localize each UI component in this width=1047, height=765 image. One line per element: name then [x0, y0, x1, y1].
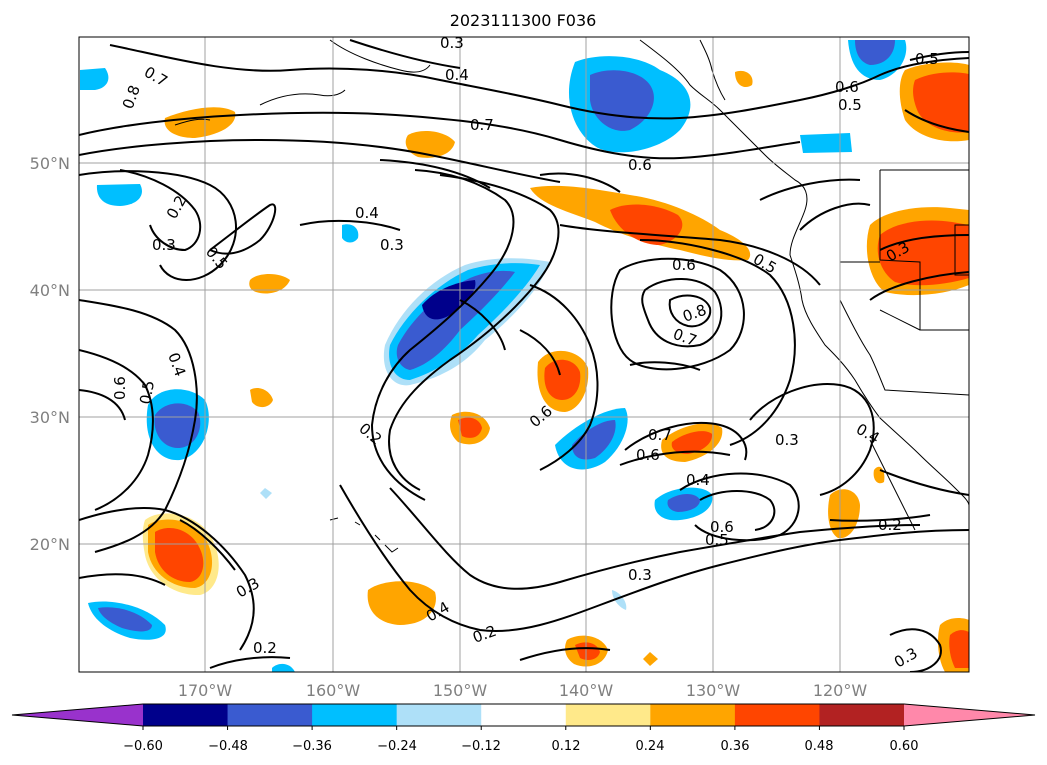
- map-frame: [78, 36, 970, 673]
- colorbar-extend-min: [12, 704, 143, 726]
- colorbar-tick-label: −0.12: [461, 739, 501, 754]
- contour-label: 0.7: [648, 426, 672, 444]
- colorbar-segment: [312, 704, 398, 726]
- colorbar: −0.60 −0.48 −0.36 −0.24 −0.12 0.12 0.24 …: [11, 703, 1036, 754]
- lat-label-40n: 40°N: [30, 281, 70, 300]
- colorbar-segment: [565, 704, 651, 726]
- colorbar-tick-labels: −0.60 −0.48 −0.36 −0.24 −0.12 0.12 0.24 …: [123, 739, 918, 754]
- colorbar-tick-label: −0.36: [292, 739, 332, 754]
- longitude-labels: 170°W 160°W 150°W 140°W 130°W 120°W: [178, 681, 868, 700]
- contour-label: 0.4: [355, 204, 379, 222]
- contour-label: 0.4: [445, 66, 469, 84]
- contour-lines: [79, 39, 969, 672]
- contour-label: 0.3: [380, 236, 404, 254]
- colorbar-ticks: [142, 726, 905, 730]
- colorbar-tick-label: −0.60: [123, 739, 163, 754]
- lat-label-50n: 50°N: [30, 154, 70, 173]
- colorbar-segment: [819, 704, 905, 726]
- lon-label-140w: 140°W: [559, 681, 614, 700]
- colorbar-tick-label: −0.24: [377, 739, 417, 754]
- contour-label: 0.4: [686, 471, 710, 489]
- contour-label: 0.3: [440, 34, 464, 52]
- lat-label-20n: 20°N: [30, 535, 70, 554]
- contour-label: 0.3: [628, 566, 652, 584]
- colorbar-tick-label: 0.12: [552, 739, 581, 754]
- colorbar-segment: [650, 704, 736, 726]
- contour-label: 0.5: [915, 50, 939, 68]
- colorbar-tick-label: 0.60: [890, 739, 919, 754]
- contour-label: 0.6: [628, 156, 652, 174]
- coastlines: [174, 39, 969, 553]
- colorbar-outline: [11, 703, 1036, 727]
- colorbar-segment: [396, 704, 482, 726]
- colorbar-tick-label: −0.48: [208, 739, 248, 754]
- colorbar-extend-max: [904, 704, 1035, 726]
- contour-label: 0.7: [470, 116, 494, 134]
- figure-title: 2023111300 F036: [450, 11, 597, 30]
- colorbar-segment: [227, 704, 313, 726]
- contour-label: 0.5: [838, 96, 862, 114]
- lon-label-160w: 160°W: [306, 681, 361, 700]
- colorbar-tick-label: 0.48: [805, 739, 834, 754]
- contour-label: 0.5: [136, 379, 158, 406]
- colorbar-segment: [143, 704, 229, 726]
- lon-label-130w: 130°W: [686, 681, 741, 700]
- colorbar-segment: [481, 704, 567, 726]
- lon-label-120w: 120°W: [813, 681, 868, 700]
- latitude-labels: 50°N 40°N 30°N 20°N: [30, 154, 70, 554]
- contour-label: 0.5: [705, 531, 729, 549]
- contour-label: 0.3: [775, 431, 799, 449]
- contour-label: 0.6: [111, 376, 129, 400]
- north-america-coastline: [639, 39, 969, 506]
- colorbar-tick-label: 0.36: [721, 739, 750, 754]
- contour-label: 0.6: [636, 446, 660, 464]
- colorbar-segments: [12, 704, 1035, 726]
- contour-label: 0.6: [710, 518, 734, 536]
- contour-label: 0.6: [672, 256, 696, 274]
- contour-label: 0.3: [152, 236, 176, 254]
- map-panel: 0.3 0.4 0.5 0.7 0.8 0.7 0.6 0.5 0.6 0.2 …: [78, 34, 970, 673]
- contour-label: 0.2: [253, 639, 277, 657]
- lon-label-170w: 170°W: [178, 681, 233, 700]
- contour-label: 0.6: [835, 78, 859, 96]
- lat-label-30n: 30°N: [30, 408, 70, 427]
- contour-label: 0.2: [878, 516, 902, 534]
- colorbar-segment: [734, 704, 820, 726]
- colorbar-tick-label: 0.24: [636, 739, 665, 754]
- lon-label-150w: 150°W: [433, 681, 488, 700]
